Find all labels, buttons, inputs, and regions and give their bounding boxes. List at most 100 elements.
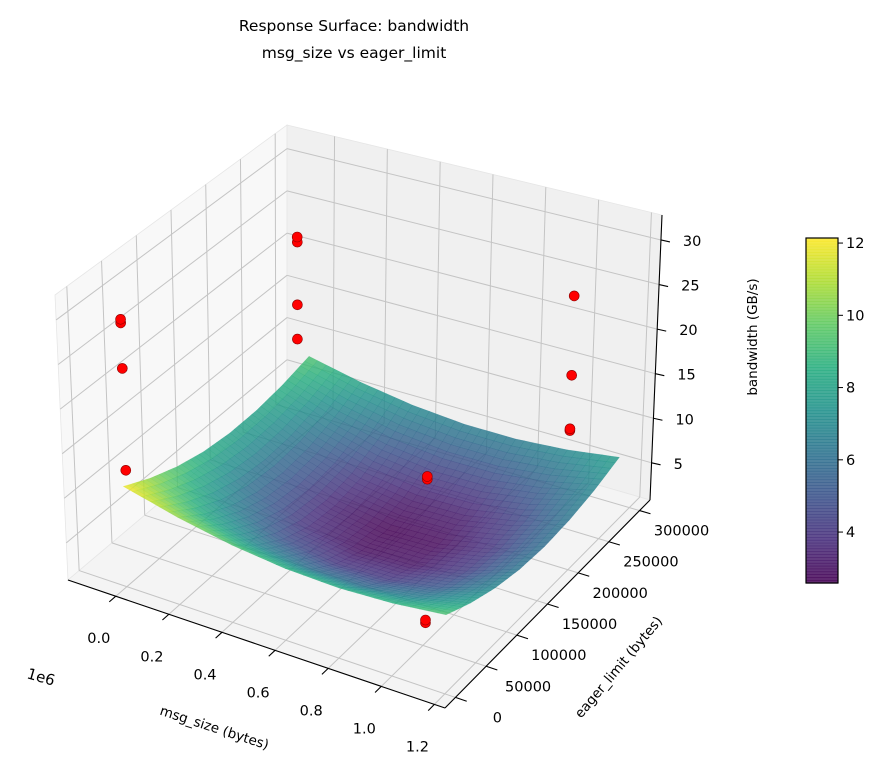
x-tick-label: 1.0 — [353, 721, 376, 737]
grid-line-x — [383, 149, 388, 424]
colorbar-tick-label: 6 — [846, 453, 855, 469]
colorbar-segment — [806, 407, 838, 412]
z-tick — [660, 239, 671, 243]
chart-title-line-2: msg_size vs eager_limit — [262, 44, 447, 63]
colorbar-tick-label: 8 — [846, 381, 855, 397]
x-offset-label: 1e6 — [25, 665, 57, 690]
scatter-point — [115, 313, 126, 325]
colorbar-segment — [806, 246, 838, 251]
x-tick — [321, 667, 329, 675]
y-tick — [455, 696, 467, 702]
colorbar-segment — [806, 511, 838, 515]
colorbar-segment — [806, 447, 838, 452]
scatter-point — [421, 471, 433, 482]
colorbar-segment — [806, 307, 838, 311]
z-tick — [655, 373, 665, 377]
colorbar-segment — [806, 413, 838, 417]
x-tick-label: 1.2 — [406, 739, 429, 755]
colorbar-segment — [806, 465, 838, 469]
grid-line-x — [485, 174, 494, 453]
colorbar-segment — [806, 284, 838, 288]
colorbar-segment — [806, 462, 838, 466]
x-axis-line — [67, 579, 446, 709]
colorbar-segment — [806, 571, 838, 575]
colorbar-segment — [806, 238, 838, 242]
colorbar-segment — [806, 258, 838, 262]
colorbar-segment — [806, 554, 838, 558]
colorbar-segment — [806, 396, 838, 400]
colorbar-segment — [806, 551, 838, 555]
colorbar-segment — [806, 577, 838, 581]
colorbar-segment — [806, 373, 838, 377]
z-tick-label: 25 — [681, 279, 699, 295]
colorbar-segment — [806, 493, 838, 498]
grid-line-y — [239, 159, 244, 433]
colorbar-segment — [806, 263, 838, 268]
colorbar-segment — [806, 534, 838, 538]
colorbar-segment — [806, 240, 838, 245]
chart-title-line-1: Response Surface: bandwidth — [239, 17, 469, 35]
colorbar-segment — [806, 367, 838, 371]
x-tick — [374, 685, 382, 693]
colorbar-segment — [806, 491, 838, 495]
colorbar-segment — [806, 252, 838, 256]
z-tick-label: 30 — [683, 234, 701, 250]
colorbar-segment — [806, 453, 838, 458]
colorbar-segment — [806, 390, 838, 394]
colorbar-segment — [806, 341, 838, 345]
colorbar-segment — [806, 516, 838, 521]
y-tick-label: 300000 — [654, 524, 709, 540]
y-tick — [639, 510, 651, 515]
colorbar-segment — [806, 422, 838, 426]
y-tick-label: 150000 — [562, 617, 617, 633]
colorbar-segment — [806, 430, 838, 435]
x-tick — [268, 649, 276, 657]
colorbar-segment — [806, 522, 838, 527]
colorbar-segment — [806, 364, 838, 368]
grid-line-y — [274, 133, 277, 405]
grid-line-z — [55, 148, 288, 321]
colorbar-segment — [806, 275, 838, 279]
scatter-point — [566, 369, 578, 381]
colorbar-tick-label: 12 — [846, 236, 864, 252]
colorbar-segment — [806, 289, 838, 294]
grid-line-y — [111, 542, 487, 667]
scatter-point — [117, 363, 128, 374]
colorbar-segment — [806, 424, 838, 429]
grid-line-z — [286, 190, 660, 286]
colorbar-segment — [806, 410, 838, 414]
colorbar-frame — [805, 237, 839, 584]
colorbar-segment — [806, 505, 838, 509]
colorbar-segment — [806, 350, 838, 354]
colorbar-segment — [806, 433, 838, 437]
colorbar-segment — [806, 335, 838, 340]
colorbar-segment — [806, 338, 838, 343]
z-tick-label: 10 — [675, 412, 693, 428]
colorbar-segment — [806, 330, 838, 334]
colorbar-segment — [806, 401, 838, 406]
colorbar-segment — [806, 376, 838, 380]
colorbar-segment — [806, 358, 838, 363]
x-tick-label: 0.0 — [87, 631, 110, 647]
colorbar-segment — [806, 479, 838, 483]
z-axis-label: bandwidth (GB/s) — [745, 278, 761, 395]
scatter-point — [291, 231, 303, 243]
colorbar-segment — [806, 439, 838, 443]
grid-line-z — [63, 317, 288, 499]
scatter-point — [420, 614, 431, 626]
colorbar-segment — [806, 574, 838, 578]
colorbar-segment — [806, 309, 838, 314]
grid-line-x — [639, 212, 652, 498]
grid-line-z — [65, 359, 288, 544]
grid-line-x — [332, 136, 336, 409]
colorbar-segment — [806, 318, 838, 322]
x-tick-label: 0.6 — [247, 685, 270, 701]
colorbar-segment — [806, 528, 838, 532]
y-tick-label: 250000 — [623, 555, 678, 571]
y-tick — [547, 603, 559, 609]
colorbar-segment — [806, 557, 838, 561]
colorbar-segment — [806, 468, 838, 472]
colorbar-segment — [806, 312, 838, 317]
colorbar-segment — [806, 298, 838, 302]
colorbar-segment — [806, 485, 838, 489]
